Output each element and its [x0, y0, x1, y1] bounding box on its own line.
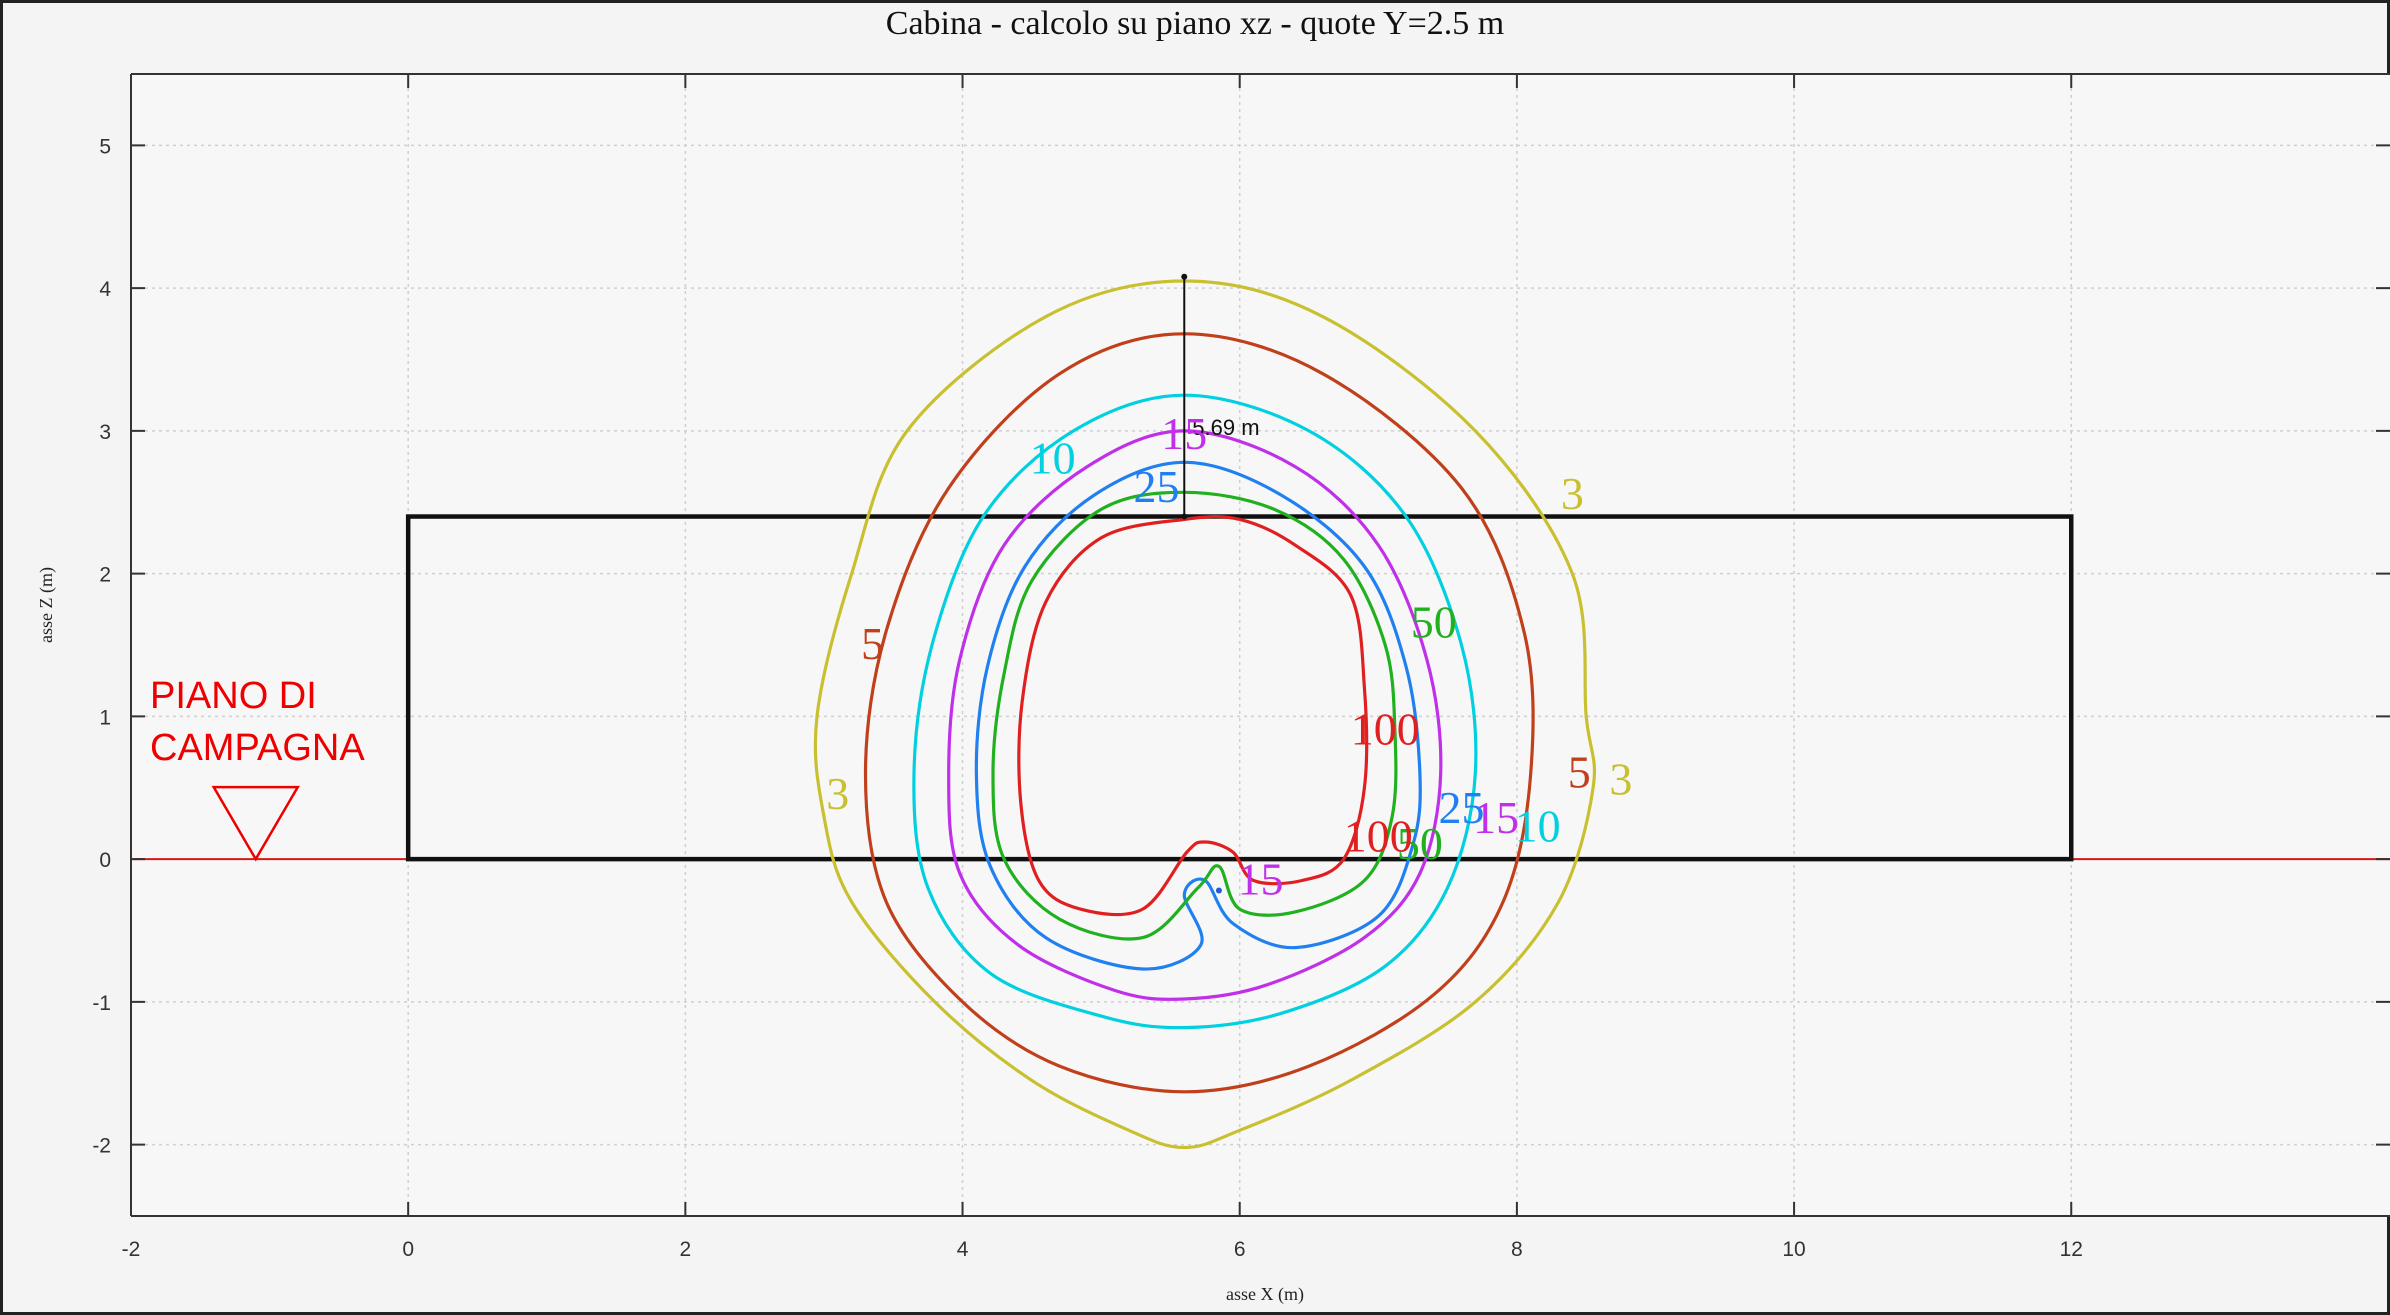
contour-line-25 — [974, 460, 1422, 971]
annotation-line: CAMPAGNA — [150, 727, 365, 769]
contour-label: 25 — [1134, 461, 1180, 512]
contour-label: 10 — [1030, 432, 1076, 483]
x-tick-label: 8 — [1511, 1238, 1523, 1261]
contour-line-10 — [912, 393, 1478, 1030]
contour-label: 3 — [826, 768, 849, 819]
contour-label: 15 — [1238, 854, 1284, 905]
contour-label: 100 — [1344, 811, 1413, 862]
dimension-label: 5.69 m — [1192, 415, 1259, 440]
dimension-end-bottom — [1181, 513, 1188, 520]
contour-label: 25 — [1438, 782, 1484, 833]
contour-line-5 — [863, 332, 1535, 1094]
dimension-end-top — [1181, 273, 1188, 280]
contour-label: 3 — [1561, 468, 1584, 519]
x-tick-label: 10 — [1782, 1238, 1805, 1261]
contour-label: 3 — [1609, 754, 1632, 805]
source-point — [1215, 887, 1222, 894]
contour-label: 100 — [1351, 704, 1420, 755]
dimension-marker: 5.69 m — [1181, 273, 1260, 894]
contour-lines — [813, 279, 1597, 1150]
y-tick-label: 2 — [99, 564, 111, 587]
chart-title: Cabina - calcolo su piano xz - quote Y=2… — [886, 5, 1504, 42]
y-tick-label: -2 — [92, 1135, 111, 1158]
ground-level-marker — [211, 785, 300, 862]
contour-line-3 — [813, 279, 1597, 1150]
contour-label: 10 — [1515, 801, 1561, 852]
x-tick-label: 4 — [957, 1238, 969, 1261]
gridlines — [130, 74, 2390, 1216]
contour-line-100 — [1017, 515, 1369, 917]
x-tick-label: -2 — [122, 1238, 141, 1261]
contour-label: 50 — [1397, 818, 1443, 869]
contour-label: 15 — [1161, 408, 1207, 459]
contour-label: 5 — [861, 618, 884, 669]
contour-label: 15 — [1473, 792, 1519, 843]
x-tick-label: 2 — [680, 1238, 692, 1261]
x-tick-label: 12 — [2060, 1238, 2083, 1261]
y-tick-label: 0 — [99, 849, 111, 872]
y-tick-label: 3 — [99, 421, 111, 444]
contour-line-15 — [947, 429, 1443, 1001]
axes — [130, 73, 2390, 1217]
y-tick-label: 4 — [99, 278, 111, 301]
annotation-line: PIANO DI — [150, 675, 317, 717]
y-tick-label: 5 — [99, 135, 111, 158]
x-axis-title: asse X (m) — [1226, 1284, 1304, 1305]
contour-line-50 — [991, 490, 1398, 941]
x-tick-label: 0 — [402, 1238, 414, 1261]
contour-label: 50 — [1411, 597, 1457, 648]
y-axis-title: asse Z (m) — [36, 567, 57, 643]
ground-annotation: PIANO DI CAMPAGNA — [150, 675, 365, 862]
y-tick-label: -1 — [92, 992, 111, 1015]
x-tick-label: 6 — [1234, 1238, 1246, 1261]
y-tick-label: 1 — [99, 706, 111, 729]
plot-area — [131, 74, 2390, 1216]
contour-label: 5 — [1568, 746, 1591, 797]
